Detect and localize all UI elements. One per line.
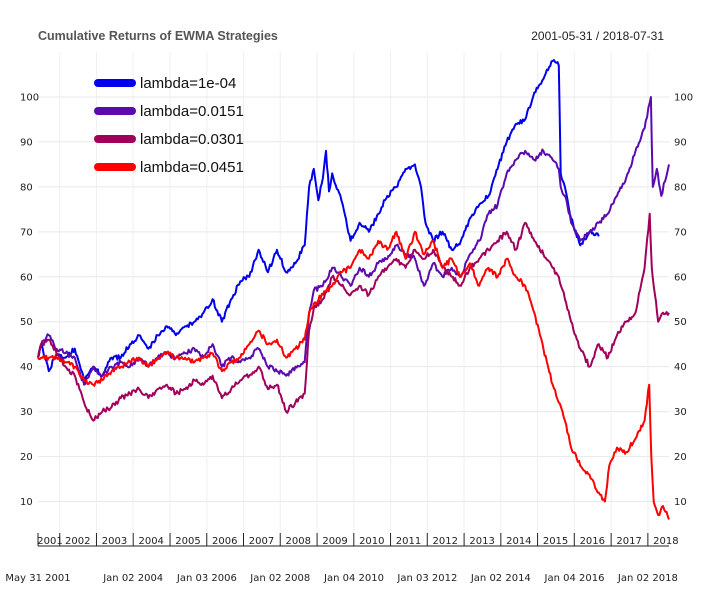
series-line — [37, 212, 670, 422]
y-tick-label-left: 30 — [20, 407, 33, 418]
year-tick-label: 2016 — [580, 536, 605, 547]
y-tick-label-right: 10 — [674, 497, 687, 508]
legend-label: lambda=0.0151 — [140, 103, 244, 120]
legend: lambda=1e-04 lambda=0.0151 lambda=0.0301 la… — [94, 75, 244, 176]
date-tick-label: Jan 02 2018 — [617, 573, 678, 584]
y-tick-label-left: 60 — [20, 272, 33, 283]
y-tick-label-right: 20 — [674, 452, 687, 463]
y-tick-label-left: 20 — [20, 452, 33, 463]
year-tick-label: 2012 — [433, 536, 458, 547]
y-tick-label-left: 100 — [20, 92, 39, 103]
y-tick-label-left: 40 — [20, 362, 33, 373]
date-tick-label: Jan 02 2008 — [249, 573, 310, 584]
year-tick-label: 2005 — [175, 536, 200, 547]
y-tick-label-left: 80 — [20, 182, 33, 193]
year-tick-label: 2015 — [543, 536, 568, 547]
legend-label: lambda=1e-04 — [140, 75, 236, 92]
year-tick-label: 2018 — [653, 536, 678, 547]
y-tick-label-left: 90 — [20, 137, 33, 148]
y-tick-label-left: 10 — [20, 497, 33, 508]
year-tick-label: 2004 — [138, 536, 163, 547]
y-tick-label-left: 70 — [20, 227, 33, 238]
y-tick-label-right: 40 — [674, 362, 687, 373]
year-tick-label: 2003 — [102, 536, 127, 547]
y-tick-label-right: 60 — [674, 272, 687, 283]
date-tick-label: Jan 02 2004 — [102, 573, 163, 584]
date-tick-label: Jan 04 2016 — [544, 573, 605, 584]
date-tick-label: Jan 03 2006 — [176, 573, 237, 584]
grid-lines — [38, 52, 669, 533]
y-tick-label-right: 70 — [674, 227, 687, 238]
year-tick-label: 2008 — [286, 536, 311, 547]
year-tick-label: 2001 — [37, 536, 62, 547]
axes: 10 10 20 20 30 30 40 40 50 50 60 60 70 70 80 80 90 90 100 1… — [5, 92, 693, 584]
series-lines — [37, 59, 670, 520]
legend-label: lambda=0.0301 — [140, 131, 244, 148]
year-tick-label: 2006 — [212, 536, 237, 547]
year-tick-label: 2014 — [506, 536, 531, 547]
year-tick-label: 2009 — [322, 536, 347, 547]
year-tick-label: 2017 — [616, 536, 641, 547]
y-tick-label-right: 100 — [674, 92, 693, 103]
date-tick-label: May 31 2001 — [5, 573, 70, 584]
series-line — [37, 59, 600, 382]
y-tick-label-right: 30 — [674, 407, 687, 418]
year-tick-label: 2013 — [469, 536, 494, 547]
y-tick-label-right: 90 — [674, 137, 687, 148]
date-tick-label: Jan 02 2014 — [470, 573, 531, 584]
year-tick-label: 2010 — [359, 536, 384, 547]
y-tick-label-left: 50 — [20, 317, 33, 328]
series-line — [37, 230, 670, 520]
y-tick-label-right: 80 — [674, 182, 687, 193]
year-tick-label: 2002 — [65, 536, 90, 547]
year-tick-label: 2011 — [396, 536, 421, 547]
year-tick-label: 2007 — [249, 536, 274, 547]
date-tick-label: Jan 03 2012 — [396, 573, 457, 584]
y-tick-label-right: 50 — [674, 317, 687, 328]
date-tick-label: Jan 04 2010 — [323, 573, 384, 584]
chart-title: Cumulative Returns of EWMA Strategies — [38, 29, 278, 43]
legend-label: lambda=0.0451 — [140, 159, 244, 176]
date-range-label: 2001-05-31 / 2018-07-31 — [531, 29, 664, 43]
series-line — [37, 96, 670, 386]
